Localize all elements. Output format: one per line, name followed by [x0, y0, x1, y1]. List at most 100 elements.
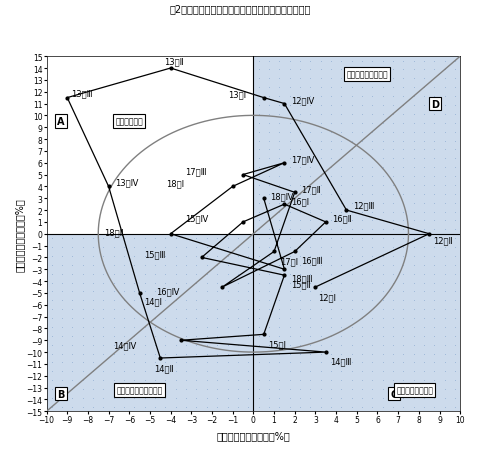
Point	[431, 120, 438, 127]
Point	[348, 208, 356, 216]
Point	[337, 200, 345, 207]
Point	[399, 147, 407, 154]
Point	[141, 403, 149, 410]
Text: 15年Ⅳ: 15年Ⅳ	[185, 214, 208, 223]
Point	[224, 315, 231, 322]
Point	[399, 93, 407, 101]
Point	[431, 306, 438, 313]
Point	[337, 288, 345, 295]
Point	[358, 226, 366, 233]
Point	[420, 350, 428, 358]
Point	[99, 244, 107, 251]
Point	[192, 288, 200, 295]
Point	[327, 350, 335, 358]
Point	[410, 377, 418, 384]
Point	[265, 58, 273, 65]
Point	[348, 85, 356, 92]
Text: 14年Ⅱ: 14年Ⅱ	[154, 363, 174, 372]
Point	[286, 270, 293, 278]
Point	[255, 147, 263, 154]
Point	[399, 85, 407, 92]
Point	[286, 288, 293, 295]
Point	[389, 173, 397, 180]
Point	[379, 244, 386, 251]
Point	[431, 359, 438, 366]
Point	[441, 297, 448, 304]
Point	[276, 394, 283, 402]
Point	[306, 173, 314, 180]
Point	[151, 359, 159, 366]
Point	[441, 111, 448, 118]
Point	[296, 244, 304, 251]
Point	[192, 324, 200, 331]
Point	[120, 341, 128, 349]
Point	[110, 377, 118, 384]
Point	[296, 368, 304, 375]
Point	[192, 368, 200, 375]
Point	[399, 129, 407, 136]
Point	[451, 208, 459, 216]
Point	[317, 306, 324, 313]
Point	[224, 394, 231, 402]
Point	[337, 341, 345, 349]
Point	[451, 297, 459, 304]
Point	[276, 403, 283, 410]
Point	[286, 297, 293, 304]
Point	[389, 58, 397, 65]
Point	[213, 244, 221, 251]
Point	[327, 253, 335, 260]
Point	[255, 93, 263, 101]
Point	[162, 270, 169, 278]
Point	[441, 120, 448, 127]
Point	[286, 244, 293, 251]
Point	[265, 226, 273, 233]
Point	[172, 324, 180, 331]
Point	[141, 235, 149, 242]
Point	[348, 297, 356, 304]
Point	[234, 394, 242, 402]
Point	[276, 324, 283, 331]
Point	[265, 403, 273, 410]
Point	[379, 120, 386, 127]
Point	[389, 200, 397, 207]
Bar	[253, 234, 460, 411]
Point	[79, 341, 86, 349]
Point	[410, 93, 418, 101]
Point	[348, 385, 356, 393]
Point	[389, 385, 397, 393]
Point	[420, 111, 428, 118]
Point	[69, 306, 76, 313]
Point	[296, 341, 304, 349]
Point	[58, 270, 66, 278]
Point	[286, 235, 293, 242]
Point	[399, 208, 407, 216]
Point	[410, 208, 418, 216]
Point	[151, 403, 159, 410]
Point	[296, 93, 304, 101]
Point	[131, 333, 138, 340]
Point	[286, 173, 293, 180]
Point	[265, 288, 273, 295]
Point	[399, 368, 407, 375]
Point	[110, 350, 118, 358]
Point	[151, 394, 159, 402]
Point	[451, 270, 459, 278]
Point	[162, 403, 169, 410]
Point	[265, 191, 273, 198]
Point	[162, 297, 169, 304]
Point	[420, 217, 428, 225]
Point	[441, 279, 448, 287]
Point	[172, 333, 180, 340]
Point	[162, 235, 169, 242]
Point	[296, 164, 304, 172]
Text: 12年Ⅰ: 12年Ⅰ	[319, 292, 336, 301]
Point	[244, 385, 252, 393]
Point	[410, 147, 418, 154]
Point	[306, 217, 314, 225]
Point	[255, 208, 263, 216]
Point	[317, 173, 324, 180]
Point	[441, 226, 448, 233]
Point	[358, 262, 366, 269]
Point	[306, 93, 314, 101]
Point	[224, 359, 231, 366]
